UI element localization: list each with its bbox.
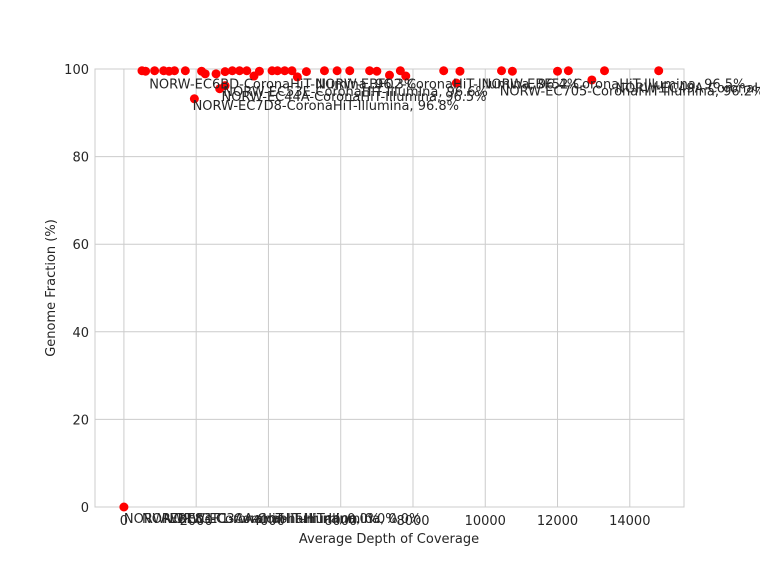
y-tick-label: 80 [72, 151, 89, 166]
data-point [280, 66, 290, 76]
x-tick-label: 2000 [180, 514, 213, 529]
data-point [141, 66, 151, 76]
point-annotation: NORW-EC705-CoronaHiT-Illumina, 96.2% [500, 85, 760, 100]
y-axis-title: Genome Fraction (%) [44, 219, 59, 357]
data-point [169, 66, 179, 76]
point-annotation: NORW-EC7D8-CoronaHiT-Illumina, 96.8% [193, 99, 459, 114]
data-point [220, 81, 230, 91]
data-point [372, 66, 382, 76]
data-point [587, 75, 597, 85]
data-point [385, 70, 394, 80]
y-tick-label: 40 [72, 326, 89, 341]
point-annotation: NORW-EC3AA-CoronaHiT-Illumina, 0.0% [164, 512, 422, 527]
x-tick-label: 8000 [396, 514, 429, 529]
data-point [497, 66, 507, 76]
x-axis-title: Average Depth of Coverage [299, 532, 479, 547]
data-point [235, 66, 245, 76]
data-point [439, 66, 449, 76]
data-point [211, 69, 221, 79]
y-tick-labels: 0 20 40 60 80 100 [64, 63, 89, 516]
data-point [254, 66, 264, 76]
x-tick-label: 12000 [537, 514, 578, 529]
x-tick-label: 10000 [465, 514, 506, 529]
data-point [401, 71, 411, 81]
data-point [451, 78, 461, 88]
data-point [287, 66, 297, 76]
data-point [654, 66, 664, 76]
data-point [150, 66, 160, 76]
x-tick-label: 4000 [252, 514, 285, 529]
point-annotation: NORW-EC44A-CoronaHiT-Illumina, 96.5% [221, 90, 486, 105]
data-point [119, 502, 129, 512]
data-point [242, 66, 252, 76]
point-annotation: NORW-EC6BD-CoronaHiT-Illumina, 96.3% [149, 77, 416, 92]
data-point [200, 69, 210, 79]
gridlines [95, 68, 684, 508]
point-annotation: NORW-EBE83-CoronaHiT-Illumina, 0.0% [124, 512, 380, 527]
x-tick-labels: 0 2000 4000 6000 8000 10000 12000 14000 [120, 514, 651, 529]
point-annotation: NORW-EC53E-CoronaHiT-Illumina, 96.6% [223, 85, 488, 100]
y-tick-label: 0 [81, 501, 89, 516]
data-point [189, 94, 199, 104]
data-point [319, 66, 329, 76]
data-point [365, 66, 375, 76]
data-point [455, 66, 465, 76]
point-annotation: NORW-EC1F1-CoronaHiT-Illumina, 0.0% [142, 512, 398, 527]
y-tick-label: 60 [72, 238, 89, 253]
x-tick-label: 6000 [324, 514, 357, 529]
x-tick-label: 14000 [609, 514, 650, 529]
point-annotation: NORW-EBF52-CoronaHiT-Illumina, 96.5% [482, 77, 746, 92]
data-point [272, 66, 282, 76]
data-point [220, 67, 230, 77]
data-point [507, 66, 517, 76]
data-point [553, 66, 563, 76]
data-points [119, 66, 664, 512]
x-tick-label: 0 [120, 514, 128, 529]
data-point [563, 66, 573, 76]
point-annotation: NORW-EBF02-CoronaHiT-Illumina, 96.4% [315, 77, 579, 92]
y-tick-label: 100 [64, 63, 89, 78]
data-point [227, 66, 237, 76]
plot-area [94, 68, 685, 508]
y-tick-label: 20 [72, 413, 89, 428]
data-point [301, 67, 311, 77]
data-point [332, 66, 342, 76]
point-annotations: NORW-EC7D8-CoronaHiT-Illumina, 96.8%NORW… [124, 77, 760, 527]
data-point [600, 66, 610, 76]
data-point [292, 72, 302, 82]
data-point [345, 66, 355, 76]
data-point [180, 66, 190, 76]
point-annotation: NORW-EC49A-CoronaHiT-Illumina, 96.0% [615, 82, 760, 97]
